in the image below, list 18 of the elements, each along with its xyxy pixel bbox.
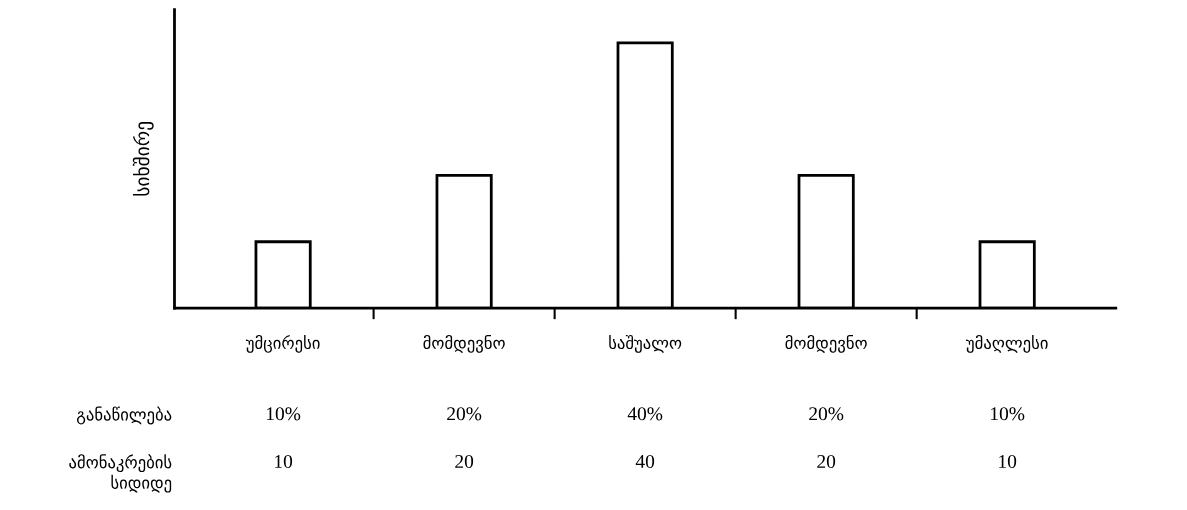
text: 20 xyxy=(817,454,836,469)
x-tick-label: უმაღლესი xyxy=(965,334,1048,353)
data-label: 10% xyxy=(266,407,301,421)
text: 40 xyxy=(635,454,655,469)
data-label: 20% xyxy=(447,407,482,421)
text: ამონაკრების სიდიდე xyxy=(69,454,172,493)
text: 10 xyxy=(999,454,1017,469)
data-label: 40% xyxy=(627,407,663,421)
data-label: 20% xyxy=(809,407,844,421)
x-tick-label: საშუალო xyxy=(609,334,682,353)
x-tick-label: უმცირესი xyxy=(245,334,320,353)
x-tick-label: მომდევნო xyxy=(423,334,505,353)
data-label: 10% xyxy=(991,407,1025,421)
text: განაწილება xyxy=(76,406,172,425)
text: 10 xyxy=(275,454,293,469)
y-axis-title: სიხშირე xyxy=(132,122,154,196)
text: 20 xyxy=(455,454,474,469)
x-tick-label: მომდევნო xyxy=(785,334,867,353)
